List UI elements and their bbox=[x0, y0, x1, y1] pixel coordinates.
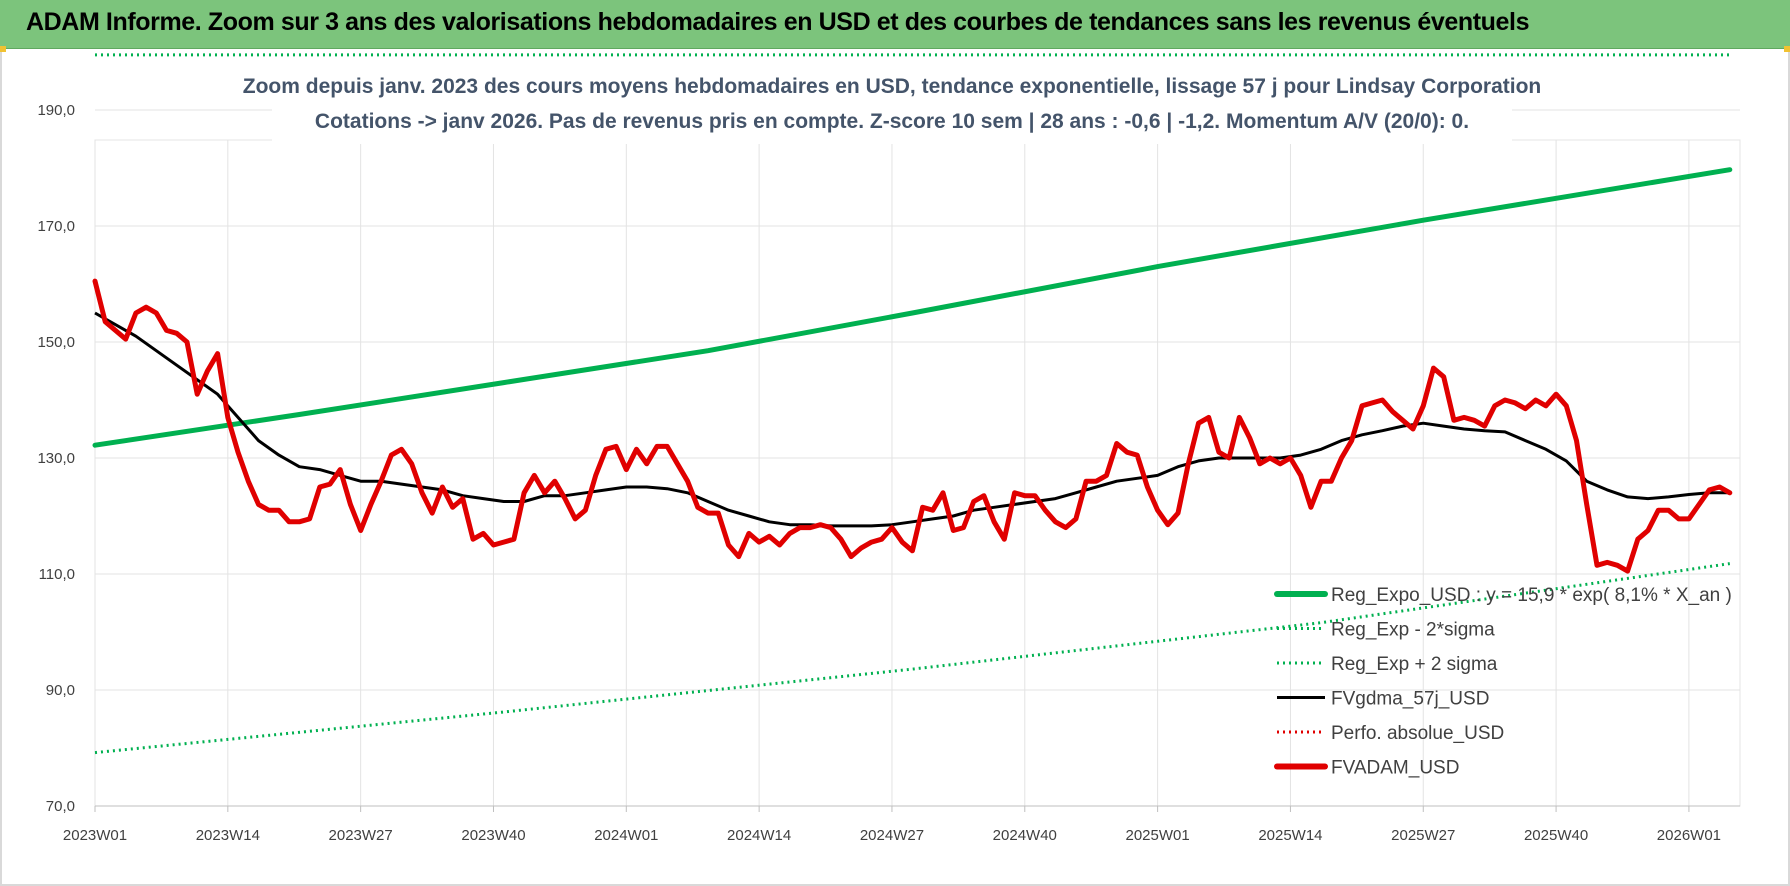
x-tick-label: 2025W14 bbox=[1258, 827, 1322, 844]
corner-mark bbox=[1784, 46, 1790, 52]
legend-label: Reg_Expo_USD : y = 15,9 * exp( 8,1% * X_… bbox=[1331, 585, 1732, 606]
grid bbox=[94, 109, 1741, 812]
legend-label: Perfo. absolue_USD bbox=[1331, 723, 1504, 744]
y-tick-label: 150,0 bbox=[37, 334, 75, 351]
series-layer bbox=[92, 53, 1733, 755]
y-tick-label: 170,0 bbox=[37, 218, 75, 235]
chart-subtitle-line2: Cotations -> janv 2026. Pas de revenus p… bbox=[315, 110, 1469, 133]
chart-subtitle-line1: Zoom depuis janv. 2023 des cours moyens … bbox=[243, 75, 1541, 98]
x-tick-label: 2025W27 bbox=[1391, 827, 1455, 844]
banner-title: ADAM Informe. Zoom sur 3 ans des valoris… bbox=[26, 8, 1530, 36]
y-tick-label: 190,0 bbox=[37, 102, 75, 119]
x-tick-label: 2023W27 bbox=[329, 827, 393, 844]
legend-label: FVgdma_57j_USD bbox=[1331, 689, 1489, 710]
x-tick-label: 2023W40 bbox=[461, 827, 525, 844]
x-axis-ticks: 2023W01 2023W14 2023W27 2023W40 2024W01 2024W… bbox=[63, 827, 1721, 844]
corner-mark bbox=[0, 46, 6, 52]
x-tick-label: 2026W01 bbox=[1657, 827, 1721, 844]
x-tick-label: 2023W01 bbox=[63, 827, 127, 844]
subtitle-background bbox=[272, 64, 1512, 144]
legend: Reg_Expo_USD : y = 15,9 * exp( 8,1% * X_… bbox=[1274, 585, 1732, 779]
x-tick-label: 2025W01 bbox=[1125, 827, 1189, 844]
x-tick-label: 2024W40 bbox=[993, 827, 1057, 844]
y-tick-label: 130,0 bbox=[37, 450, 75, 467]
x-tick-label: 2024W01 bbox=[594, 827, 658, 844]
header-banner: ADAM Informe. Zoom sur 3 ans des valoris… bbox=[0, 0, 1790, 49]
x-tick-label: 2024W27 bbox=[860, 827, 924, 844]
legend-label: Reg_Exp + 2 sigma bbox=[1331, 654, 1498, 675]
x-tick-label: 2023W14 bbox=[196, 827, 260, 844]
y-tick-label: 110,0 bbox=[39, 566, 75, 583]
x-tick-label: 2025W40 bbox=[1524, 827, 1588, 844]
legend-label: FVADAM_USD bbox=[1331, 758, 1459, 779]
y-tick-label: 90,0 bbox=[46, 682, 75, 699]
legend-label: Reg_Exp - 2*sigma bbox=[1331, 620, 1495, 641]
series-line-fvadam-usd bbox=[92, 278, 1733, 574]
series-line-reg-expo-usd-y-15-9-exp-8-1-x- bbox=[92, 167, 1733, 448]
series-line-fvgdma-57j-usd bbox=[94, 311, 1730, 528]
y-tick-label: 70,0 bbox=[46, 798, 75, 815]
y-axis-ticks: 70,0 90,0 110,0 130,0 150,0 170,0 190,0 bbox=[37, 102, 75, 815]
x-tick-label: 2024W14 bbox=[727, 827, 791, 844]
